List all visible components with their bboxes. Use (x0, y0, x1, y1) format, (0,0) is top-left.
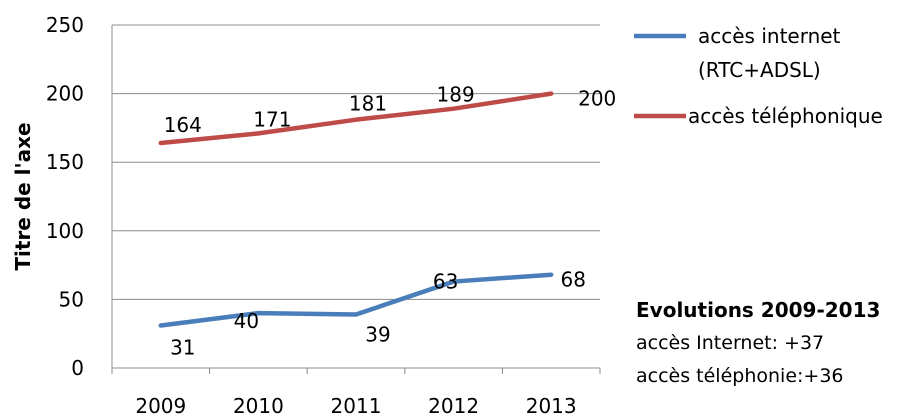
y-tick-label: 200 (46, 82, 84, 106)
gridlines (111, 24, 600, 369)
x-axis-ticks: 2009 2010 2011 2012 2013 (111, 368, 601, 415)
y-tick-label: 100 (46, 219, 84, 243)
data-label: 40 (234, 309, 259, 333)
y-tick-label: 50 (59, 287, 84, 311)
series-group (158, 91, 554, 328)
data-label: 39 (365, 322, 390, 346)
y-tick-label: 150 (46, 150, 84, 174)
data-label: 31 (170, 335, 195, 359)
legend: accès internet (RTC+ADSL) accès téléphoniq… (634, 24, 883, 128)
y-axis-title: Titre de l'axe (11, 122, 35, 270)
x-tick-label: 2012 (428, 394, 479, 415)
data-label: 189 (437, 83, 475, 107)
summary-title: Evolutions 2009-2013 (636, 298, 881, 322)
y-axis-ticks: 0 50 100 150 200 250 (46, 13, 84, 380)
y-tick-label: 0 (71, 356, 84, 380)
data-label: 181 (349, 92, 387, 116)
evolution-summary: Evolutions 2009-2013 accès Internet: +37… (636, 294, 904, 393)
x-tick-label: 2009 (135, 394, 186, 415)
data-label: 68 (560, 268, 585, 292)
legend-label: accès internet (698, 24, 841, 48)
legend-label: accès téléphonique (688, 104, 883, 128)
data-label: 200 (578, 87, 616, 111)
y-tick-label: 250 (46, 13, 84, 37)
summary-internet: accès Internet: +37 (636, 332, 825, 354)
x-tick-label: 2011 (331, 394, 382, 415)
legend-label: (RTC+ADSL) (698, 58, 821, 82)
data-label: 171 (253, 107, 291, 131)
summary-telephonie: accès téléphonie:+36 (636, 365, 844, 387)
series-line-internet (158, 272, 554, 328)
data-label: 63 (433, 270, 458, 294)
data-labels: 31 40 39 63 68 164 171 181 189 200 (164, 83, 617, 360)
series-line-telephonique (158, 91, 554, 146)
data-label: 164 (164, 113, 202, 137)
x-tick-label: 2010 (233, 394, 284, 415)
x-tick-label: 2013 (526, 394, 577, 415)
